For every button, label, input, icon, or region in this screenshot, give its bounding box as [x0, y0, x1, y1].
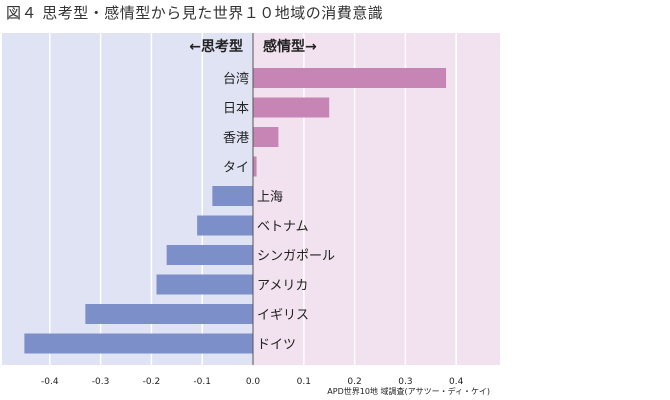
bar [253, 68, 447, 88]
bar [166, 245, 253, 265]
left-header: ←思考型 [189, 38, 243, 55]
bar [212, 186, 253, 206]
x-tick-label: -0.4 [41, 377, 59, 387]
category-label: アメリカ [257, 279, 308, 294]
x-tick-label: 0.4 [449, 377, 464, 387]
figure-title: 図４ 思考型・感情型から見た世界１０地域の消費意識 [6, 4, 384, 22]
x-tick-label: -0.3 [92, 377, 110, 387]
bar [253, 127, 279, 147]
category-label: タイ [223, 161, 249, 176]
x-tick-label: -0.1 [193, 377, 211, 387]
x-tick-label: -0.2 [143, 377, 161, 387]
category-label: 香港 [223, 131, 249, 146]
category-label: ドイツ [257, 338, 296, 353]
category-label: イギリス [257, 308, 309, 323]
bar [156, 274, 253, 295]
category-label: 上海 [257, 190, 283, 205]
x-tick-label: 0.3 [398, 377, 412, 387]
category-label: 台湾 [223, 71, 249, 87]
category-label: ベトナム [257, 220, 309, 235]
category-label: シンガポール [257, 249, 335, 264]
bar [253, 97, 330, 118]
category-label: 日本 [223, 102, 249, 117]
feeling-side-background [253, 33, 500, 365]
x-tick-label: 0.2 [347, 377, 361, 387]
bar [253, 156, 257, 177]
bar [24, 333, 254, 354]
x-tick-label: 0.0 [246, 377, 261, 387]
bar [197, 215, 253, 236]
right-header: 感情型→ [263, 38, 317, 55]
source-note: APD世界10地 域調査(アサツー・ディ・ケイ) [327, 387, 490, 396]
x-tick-label: 0.1 [297, 377, 311, 387]
bar [85, 304, 253, 324]
